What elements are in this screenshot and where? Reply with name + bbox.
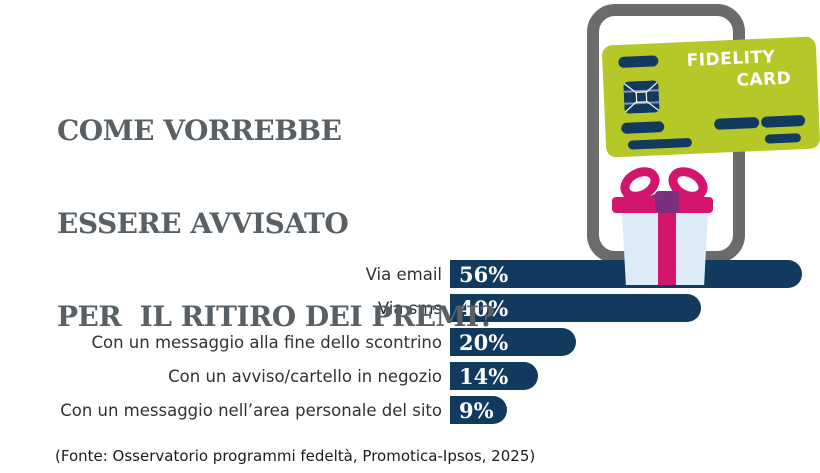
- bar-row: Con un avviso/cartello in negozio 14%: [0, 362, 802, 390]
- bar-label: Con un messaggio alla fine dello scontri…: [91, 332, 442, 352]
- bar-row: Con un messaggio nell’area personale del…: [0, 396, 802, 424]
- bar: 14%: [450, 362, 538, 390]
- card-stripe: [627, 137, 693, 150]
- bar-row: Via sms 40%: [0, 294, 802, 322]
- card-stripe: [618, 55, 659, 69]
- fidelity-card-label-line1: FIDELITY: [686, 47, 776, 72]
- bar-value: 40%: [459, 295, 509, 321]
- bar: 9%: [450, 396, 507, 424]
- bar-value: 56%: [459, 261, 509, 287]
- title-line-3: PER IL RITIRO DEI PREMI?: [57, 300, 495, 333]
- page-title: COME VORREBBE ESSERE AVVISATO PER IL RIT…: [57, 53, 495, 394]
- bar-label: Con un avviso/cartello in negozio: [168, 366, 442, 386]
- card-stripe: [760, 114, 806, 128]
- source-note: (Fonte: Osservatorio programmi fedeltà, …: [55, 447, 536, 465]
- bar-label: Con un messaggio nell’area personale del…: [60, 400, 442, 420]
- gift-ribbon: [658, 212, 676, 285]
- gift-box-icon: [610, 165, 718, 287]
- bar-row: Con un messaggio alla fine dello scontri…: [0, 328, 802, 356]
- gift-box-body: [622, 212, 708, 285]
- card-stripe: [764, 133, 802, 144]
- gift-bow-knot: [655, 191, 679, 213]
- bar: 40%: [450, 294, 701, 322]
- title-line-1: COME VORREBBE: [57, 114, 342, 147]
- card-chip-icon: [623, 80, 660, 114]
- bar-value: 9%: [459, 397, 494, 423]
- card-stripe: [621, 121, 665, 134]
- bar-label: Via email: [365, 264, 442, 284]
- title-line-2: ESSERE AVVISATO: [57, 207, 349, 240]
- bar-value: 14%: [459, 363, 509, 389]
- bar: 20%: [450, 328, 576, 356]
- fidelity-card-illustration: FIDELITY CARD: [601, 36, 820, 158]
- fidelity-card-label-line2: CARD: [736, 68, 792, 91]
- bar-value: 20%: [459, 329, 509, 355]
- card-stripe: [713, 116, 760, 130]
- bar-label: Via sms: [377, 298, 442, 318]
